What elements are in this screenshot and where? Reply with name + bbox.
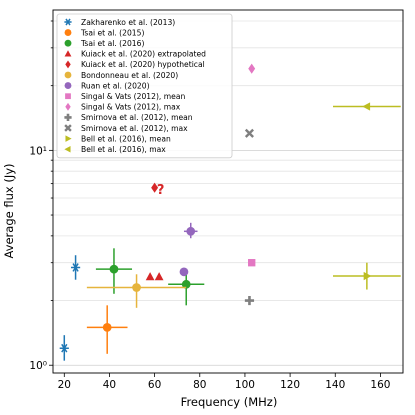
- x-tick-label: 140: [325, 379, 345, 391]
- legend-marker-8: [65, 102, 71, 111]
- data-point-s4-p0: [151, 182, 159, 193]
- data-point-s12-p0: [362, 102, 371, 111]
- legend-entry-1: Tsai et al. (2015): [80, 28, 144, 37]
- legend-marker-10: [64, 124, 72, 132]
- legend-marker-4: [65, 60, 71, 69]
- legend-marker-7: [65, 93, 71, 100]
- data-point-s8-p0: [248, 63, 256, 74]
- legend-entry-2: Tsai et al. (2016): [80, 39, 144, 48]
- marks-layer: ?: [59, 63, 401, 361]
- data-point-s3-p1: [154, 272, 164, 281]
- data-point-s0-p1: [70, 263, 81, 272]
- legend-marker-1: [64, 29, 72, 37]
- x-tick-label: 100: [235, 379, 255, 391]
- data-point-s11-p0: [363, 271, 372, 281]
- x-tick-label: 20: [58, 379, 71, 391]
- legend-entry-8: Singal & Vats (2012), max: [81, 103, 181, 112]
- legend-marker-2: [64, 39, 72, 47]
- legend-entry-11: Bell et al. (2016), mean: [81, 134, 171, 143]
- data-point-s6-p1: [179, 267, 189, 277]
- legend-entry-6: Ruan et al. (2020): [81, 81, 150, 90]
- x-axis-label: Frequency (MHz): [181, 395, 278, 409]
- legend-box: [56, 13, 233, 159]
- legend-marker-3: [64, 50, 72, 57]
- data-point-s3-p0: [145, 272, 155, 281]
- legend-entry-4: Kuiack et al. (2020) hypothetical: [81, 60, 205, 69]
- legend-marker-9: [64, 113, 72, 121]
- legend-entry-5: Bondonneau et al. (2020): [81, 71, 178, 80]
- data-point-s1-p0: [102, 323, 112, 332]
- data-point-s10-p0: [244, 128, 254, 138]
- x-tick-label: 60: [148, 379, 161, 391]
- data-point-s2-p0: [109, 264, 119, 274]
- data-point-s0-p0: [59, 343, 69, 353]
- legend-entry-0: Zakharenko et al. (2013): [81, 18, 175, 27]
- x-tick-label: 40: [103, 379, 116, 391]
- data-point-s6-p0: [186, 226, 196, 236]
- data-point-s7-p0: [248, 259, 256, 267]
- legend-entry-3: Kuiack et al. (2020) extrapolated: [81, 50, 206, 59]
- legend-marker-12: [64, 145, 71, 153]
- legend: Zakharenko et al. (2013)Tsai et al. (201…: [56, 13, 233, 159]
- data-point-s2-p1: [181, 279, 191, 289]
- legend-entry-12: Bell et al. (2016), max: [81, 145, 166, 154]
- y-tick-label: 10¹: [29, 145, 47, 157]
- x-tick-label: 80: [193, 379, 206, 391]
- ticks-layer: 10⁰ 10¹ 20 40 60 80 100 120 140 160: [29, 20, 390, 391]
- plot-frame: [52, 9, 404, 374]
- y-axis-label: Average flux (Jy): [2, 163, 16, 258]
- legend-marker-0: [64, 18, 72, 26]
- legend-entry-10: Smirnova et al. (2012), max: [81, 124, 188, 133]
- data-point-s9-p0: [244, 295, 255, 306]
- annotation-label: ?: [157, 183, 165, 198]
- x-tick-label: 160: [370, 379, 390, 391]
- x-tick-label: 120: [280, 379, 300, 391]
- y-tick-label: 10⁰: [29, 360, 47, 372]
- legend-marker-6: [64, 82, 72, 90]
- legend-marker-5: [64, 71, 72, 79]
- legend-marker-11: [65, 135, 72, 142]
- legend-entry-9: Smirnova et al. (2012), mean: [81, 113, 193, 122]
- data-point-s5-p0: [132, 283, 141, 292]
- legend-entry-7: Singal & Vats (2012), mean: [81, 92, 185, 101]
